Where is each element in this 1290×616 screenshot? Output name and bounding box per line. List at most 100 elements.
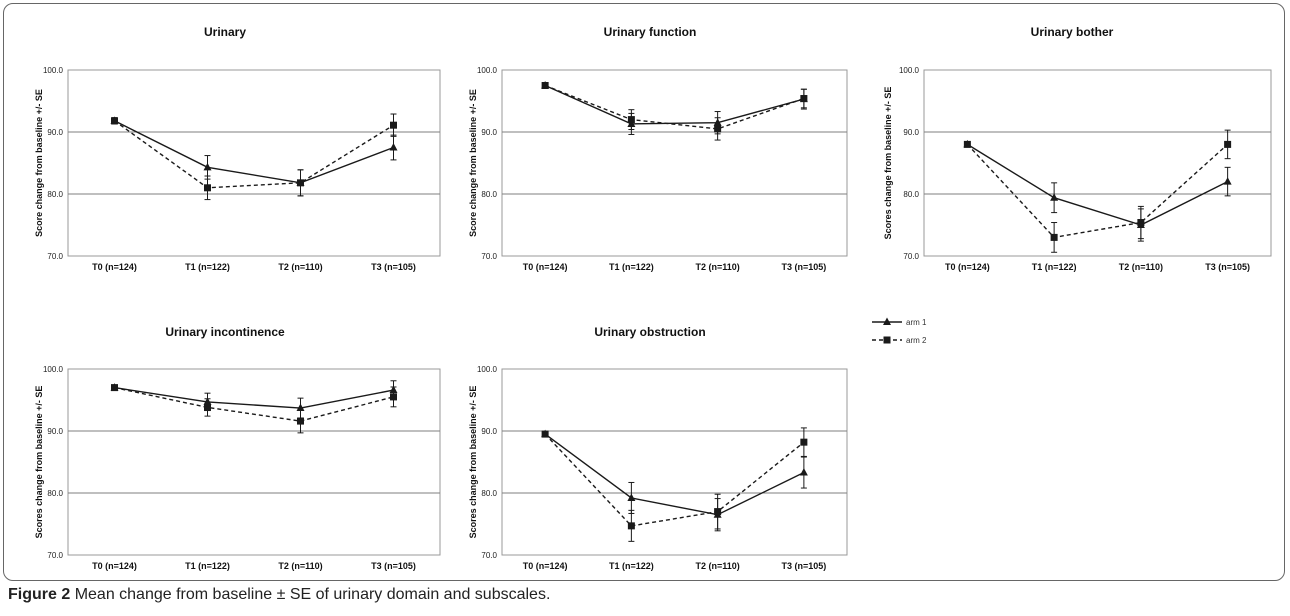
- figure-caption-text: Mean change from baseline ± SE of urinar…: [74, 586, 551, 603]
- data-point-arm1: [1223, 177, 1232, 185]
- data-point-arm2: [390, 121, 397, 129]
- plot-area: [501, 69, 848, 257]
- series-line-2: [544, 84, 805, 130]
- x-tick-label: T3 (n=105): [781, 262, 826, 272]
- y-tick-label: 90.0: [481, 427, 497, 436]
- y-tick-label: 70.0: [903, 252, 919, 261]
- series-line-2: [544, 433, 805, 527]
- series-line-1: [114, 120, 394, 184]
- data-point-arm2: [541, 82, 549, 89]
- chart-4: 70.0 80.0 90.0 100.0 T0 (n=124) T1 (n=122) T2 …: [468, 325, 848, 571]
- x-tick-label: T0 (n=124): [945, 262, 990, 272]
- chart-1: 70.0 80.0 90.0 100.0 T0 (n=124) T1 (n=122) T2 …: [468, 25, 848, 272]
- data-point-arm2: [390, 393, 397, 401]
- legend-label: arm 1: [906, 318, 927, 327]
- x-tick-label: T3 (n=105): [781, 561, 826, 571]
- legend-marker: [883, 317, 891, 325]
- plot-area: [501, 368, 848, 556]
- chart-title: Urinary obstruction: [594, 325, 705, 339]
- figure-caption-label: Figure 2: [8, 586, 71, 603]
- x-tick-label: T0 (n=124): [523, 561, 568, 571]
- y-tick-label: 70.0: [481, 551, 497, 560]
- data-point-arm2: [111, 117, 118, 125]
- x-tick-label: T2 (n=110): [695, 262, 739, 272]
- data-point-arm2: [297, 179, 304, 187]
- y-tick-label: 90.0: [47, 427, 63, 436]
- plot-area: [67, 368, 441, 556]
- data-point-arm1: [627, 493, 636, 501]
- data-point-arm2: [1137, 219, 1145, 227]
- series-line-1: [114, 386, 394, 409]
- chart-0: 70.0 80.0 90.0 100.0 T0 (n=124) T1 (n=122) T2 …: [34, 25, 441, 272]
- plot-area: [67, 69, 441, 257]
- data-point-arm2: [714, 125, 722, 133]
- y-axis-title: Scores change from baseline +/- SE: [468, 386, 478, 539]
- chart-3: 70.0 80.0 90.0 100.0 T0 (n=124) T1 (n=122) T2 …: [34, 325, 441, 571]
- data-point-arm1: [799, 468, 808, 476]
- x-tick-label: T0 (n=124): [523, 262, 568, 272]
- data-point-arm2: [204, 403, 211, 411]
- data-point-arm2: [297, 417, 304, 425]
- figure-frame: [3, 3, 1285, 581]
- data-point-arm1: [203, 162, 212, 171]
- data-point-arm2: [627, 116, 635, 124]
- data-point-arm2: [541, 430, 549, 438]
- x-tick-label: T3 (n=105): [371, 262, 416, 272]
- y-tick-label: 90.0: [47, 128, 63, 137]
- series-line-2: [114, 120, 394, 189]
- data-point-arm2: [800, 438, 808, 446]
- plot-area: [923, 69, 1272, 257]
- chart-2: 70.0 80.0 90.0 100.0 T0 (n=124) T1 (n=122) T2 …: [883, 25, 1272, 272]
- data-point-arm2: [627, 522, 635, 530]
- data-point-arm2: [1224, 140, 1232, 148]
- x-tick-label: T2 (n=110): [278, 262, 322, 272]
- x-tick-label: T1 (n=122): [185, 262, 230, 272]
- data-point-arm2: [204, 184, 211, 192]
- series-line-2: [114, 386, 394, 422]
- series-line-1: [544, 433, 805, 516]
- chart-title: Urinary incontinence: [165, 325, 285, 339]
- series-line-1: [544, 84, 805, 125]
- x-tick-label: T2 (n=110): [695, 561, 739, 571]
- data-point-arm1: [389, 143, 398, 151]
- series-line-1: [967, 143, 1228, 226]
- data-point-arm2: [1050, 233, 1058, 241]
- y-axis-title: Scores change from baseline +/- SE: [883, 87, 893, 240]
- y-tick-label: 70.0: [481, 252, 497, 261]
- y-tick-label: 100.0: [43, 66, 64, 75]
- data-point-arm2: [714, 508, 722, 516]
- x-tick-label: T0 (n=124): [92, 262, 137, 272]
- data-point-arm2: [963, 140, 971, 148]
- chart-title: Urinary: [204, 25, 246, 39]
- y-axis-title: Score change from baseline +/- SE: [34, 89, 44, 237]
- y-tick-label: 80.0: [47, 489, 63, 498]
- legend-label: arm 2: [906, 336, 927, 345]
- y-tick-label: 100.0: [477, 66, 498, 75]
- chart-title: Urinary bother: [1031, 25, 1114, 39]
- y-tick-label: 80.0: [481, 489, 497, 498]
- x-tick-label: T0 (n=124): [92, 561, 137, 571]
- y-tick-label: 80.0: [481, 190, 497, 199]
- x-tick-label: T3 (n=105): [1205, 262, 1250, 272]
- data-point-arm2: [800, 95, 808, 103]
- y-tick-label: 80.0: [903, 190, 919, 199]
- x-tick-label: T2 (n=110): [1119, 262, 1163, 272]
- y-tick-label: 90.0: [903, 128, 919, 137]
- chart-title: Urinary function: [604, 25, 697, 39]
- x-tick-label: T2 (n=110): [278, 561, 322, 571]
- data-point-arm2: [111, 384, 118, 392]
- x-tick-label: T1 (n=122): [185, 561, 230, 571]
- y-tick-label: 70.0: [47, 551, 63, 560]
- y-tick-label: 90.0: [481, 128, 497, 137]
- y-tick-label: 70.0: [47, 252, 63, 261]
- legend: arm 1 arm 2: [872, 317, 927, 345]
- y-tick-label: 100.0: [899, 66, 920, 75]
- y-tick-label: 100.0: [43, 365, 64, 374]
- series-line-2: [966, 143, 1229, 239]
- x-tick-label: T1 (n=122): [609, 561, 654, 571]
- x-tick-label: T3 (n=105): [371, 561, 416, 571]
- x-tick-label: T1 (n=122): [1032, 262, 1077, 272]
- data-point-arm1: [1050, 193, 1059, 201]
- y-tick-label: 100.0: [477, 365, 498, 374]
